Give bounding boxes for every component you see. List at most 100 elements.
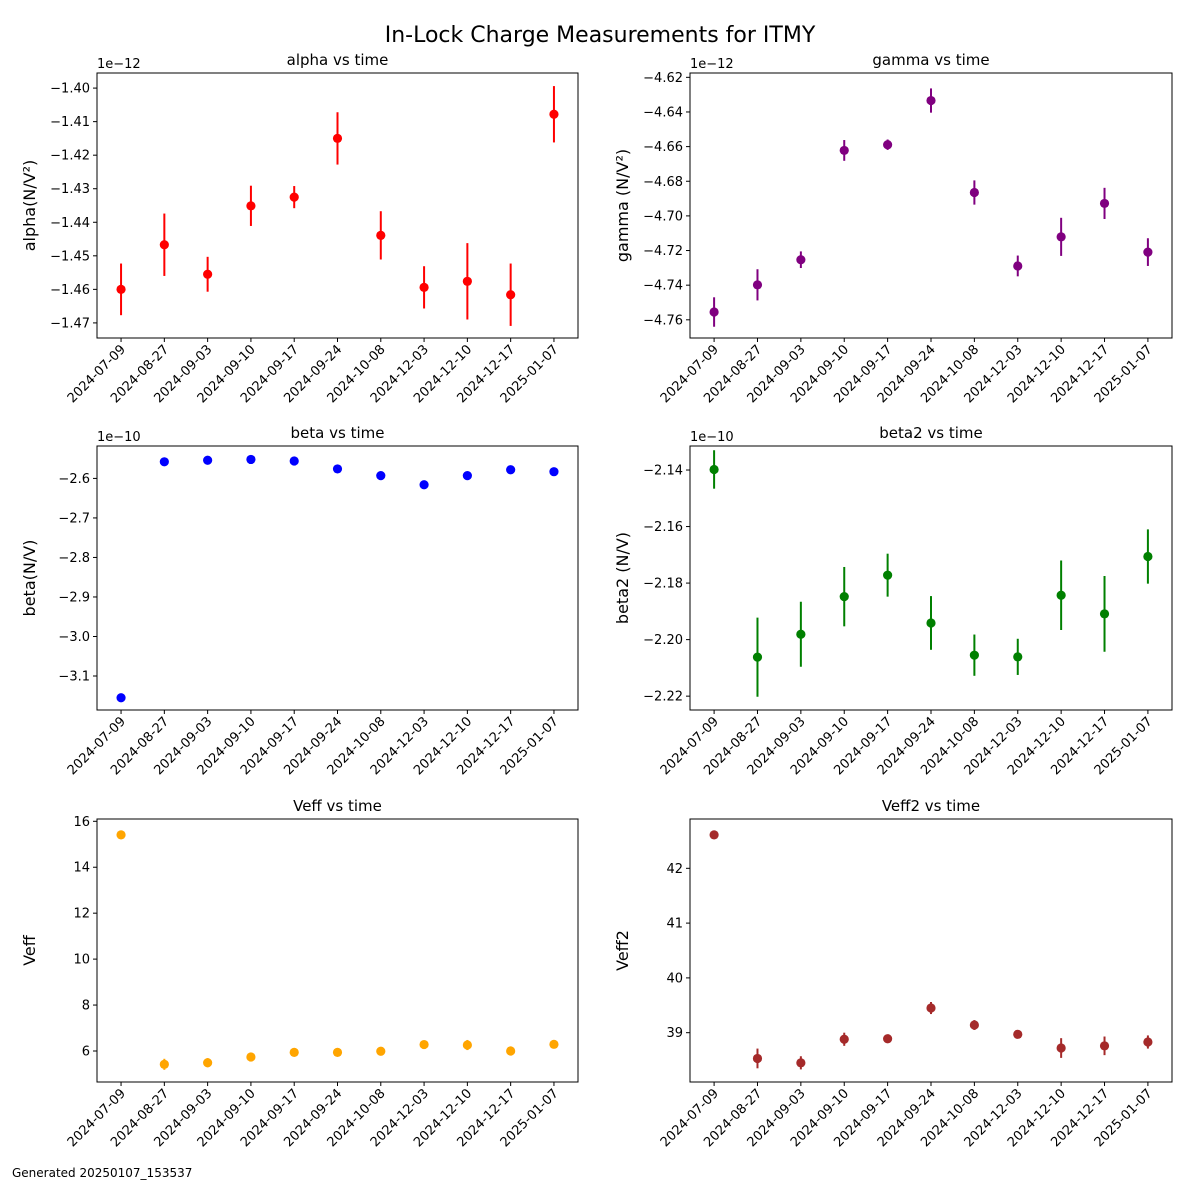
plot-frame	[96, 445, 579, 711]
plot-frame	[96, 818, 579, 1083]
data-point	[709, 830, 719, 840]
data-point	[1056, 232, 1066, 242]
data-point	[1056, 590, 1066, 600]
y-tick-label: 42	[666, 862, 683, 877]
data-point	[883, 570, 893, 580]
footer-timestamp: Generated 20250107_153537	[12, 1166, 192, 1180]
subplot-title: Veff2 vs time	[882, 797, 980, 815]
y-tick-label: −2.9	[58, 590, 90, 605]
y-tick-label: −1.45	[50, 249, 90, 264]
subplot-title: beta vs time	[291, 424, 385, 442]
y-tick-label: 39	[666, 1026, 683, 1041]
data-point	[246, 1052, 256, 1062]
plot-frame	[689, 818, 1173, 1083]
data-point	[752, 280, 763, 290]
data-point	[246, 454, 256, 465]
data-point	[709, 307, 719, 317]
y-tick-label: 40	[666, 971, 683, 986]
data-point	[376, 471, 386, 481]
axis-offset-label: 1e−10	[690, 430, 734, 445]
data-point	[203, 455, 213, 465]
data-point	[969, 1020, 979, 1030]
data-point	[752, 1053, 763, 1064]
data-point	[1099, 1041, 1110, 1051]
data-point	[752, 652, 763, 662]
y-axis-label: gamma (N/V²)	[613, 149, 632, 262]
y-tick-label: −1.46	[50, 283, 90, 298]
plot-frame	[689, 445, 1173, 711]
y-tick-label: −1.42	[50, 149, 90, 164]
y-tick-label: −1.44	[50, 216, 90, 231]
y-axis-label: Veff2	[613, 930, 632, 971]
y-tick-label: −4.72	[643, 244, 683, 259]
y-axis-label: Veff	[20, 934, 39, 966]
data-point	[796, 629, 806, 639]
data-point	[1099, 609, 1110, 619]
plot-frame	[689, 72, 1173, 339]
subplot-title: beta2 vs time	[879, 424, 982, 442]
axis-offset-label: 1e−10	[97, 430, 141, 445]
data-point	[1013, 652, 1023, 662]
subplot-gamma: gamma vs time 1e−12 gamma (N/V²) −4.76 −4.74…	[613, 51, 1173, 406]
data-point	[1143, 551, 1153, 562]
y-tick-label: −2.20	[643, 633, 683, 648]
data-point	[506, 465, 516, 475]
y-tick-label: 41	[666, 917, 683, 932]
y-tick-label: −3.0	[58, 630, 90, 645]
data-point	[926, 95, 936, 106]
data-point	[419, 480, 429, 490]
y-tick-label: 16	[73, 815, 90, 830]
data-point	[462, 1040, 472, 1050]
data-point	[116, 693, 126, 703]
y-tick-label: 6	[82, 1044, 90, 1059]
data-point	[289, 192, 299, 202]
y-tick-label: −1.41	[50, 115, 90, 130]
data-point	[549, 1039, 559, 1049]
data-point	[116, 830, 126, 840]
data-point	[419, 282, 429, 292]
subplot-beta2: beta2 vs time 1e−10 beta2 (N/V) −2.22 −2.20 −…	[613, 424, 1173, 778]
y-tick-label: −2.8	[58, 551, 90, 566]
data-point	[883, 1034, 893, 1044]
y-tick-label: −4.68	[643, 175, 683, 190]
data-point	[203, 1058, 213, 1068]
y-tick-label: 10	[73, 953, 90, 968]
data-point	[246, 201, 256, 211]
axis-offset-label: 1e−12	[690, 57, 734, 72]
y-tick-label: −4.66	[643, 140, 683, 155]
data-point	[1099, 198, 1110, 209]
data-point	[549, 109, 559, 119]
data-point	[289, 456, 299, 466]
data-point	[332, 464, 343, 474]
data-point	[1013, 261, 1023, 271]
subplot-grid: alpha vs time 1e−12 alpha(N/V²) −1.47 −1.46 −…	[20, 51, 1173, 1150]
plot-frame	[96, 72, 579, 339]
data-point	[462, 471, 472, 481]
y-axis-label: alpha(N/V²)	[20, 160, 39, 252]
data-point	[1143, 1037, 1153, 1047]
y-tick-label: −2.7	[58, 511, 90, 526]
data-point	[203, 269, 213, 279]
y-tick-label: −2.22	[643, 690, 683, 705]
data-point	[839, 592, 849, 602]
y-tick-label: 12	[73, 907, 90, 922]
y-tick-label: −2.18	[643, 577, 683, 592]
y-tick-label: −4.62	[643, 71, 683, 86]
data-point	[376, 1046, 386, 1056]
y-tick-label: −4.70	[643, 209, 683, 224]
data-point	[376, 230, 386, 240]
data-point	[969, 650, 979, 660]
data-point	[1013, 1029, 1023, 1039]
data-point	[926, 1003, 936, 1013]
y-axis-label: beta2 (N/V)	[613, 532, 632, 624]
y-tick-label: −4.64	[643, 105, 683, 120]
data-point	[462, 276, 472, 286]
y-tick-label: −4.74	[643, 279, 683, 294]
data-point	[969, 187, 979, 198]
y-tick-label: −2.6	[58, 472, 90, 487]
axis-offset-label: 1e−12	[97, 57, 141, 72]
data-point	[839, 145, 849, 156]
subplot-title: alpha vs time	[287, 51, 389, 69]
data-point	[926, 618, 936, 628]
data-point	[709, 464, 719, 475]
